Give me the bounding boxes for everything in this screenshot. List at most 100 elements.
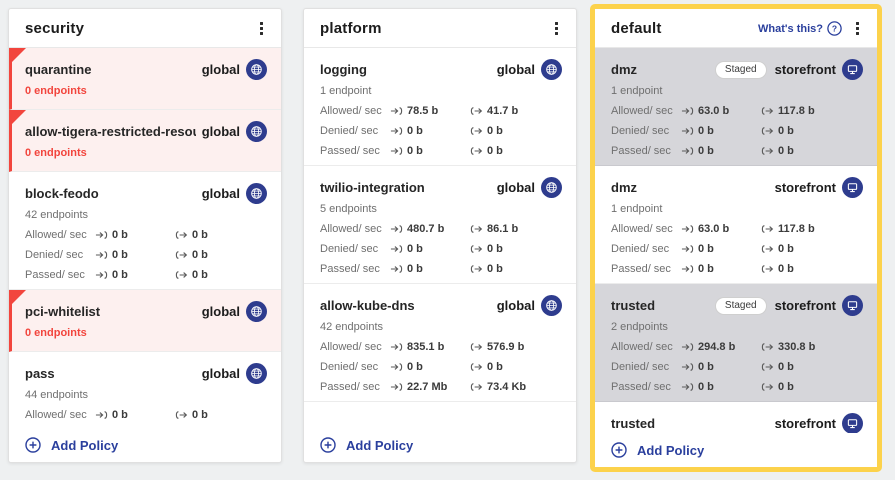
policy-card[interactable]: dmz storefront 1 endpoint Allowed/ sec 63.0 … [595, 166, 877, 284]
tier-card-list: logging global 1 endpoint Allowed/ sec 78.5 … [304, 48, 576, 428]
kebab-menu-icon[interactable] [852, 20, 863, 37]
outbound-arrow-icon [470, 147, 483, 155]
add-policy-button[interactable]: Add Policy [9, 428, 281, 462]
stat-inbound-value: 0 b [95, 269, 175, 281]
inbound-arrow-icon [390, 225, 403, 233]
policy-card[interactable]: trusted storefront [595, 402, 877, 433]
scope-label: global [201, 366, 240, 381]
stat-inbound-value: 0 b [681, 145, 761, 157]
scope-label: storefront [774, 62, 836, 77]
policy-card[interactable]: twilio-integration global 5 endpoints Allow… [304, 166, 576, 284]
inbound-arrow-icon [681, 127, 694, 135]
add-policy-label: Add Policy [637, 442, 705, 458]
stat-row: Allowed/ sec 63.0 b 117.8 b [611, 101, 863, 121]
policy-name: allow-tigera-restricted-resources [25, 124, 196, 139]
inbound-arrow-icon [390, 107, 403, 115]
stat-row: Allowed/ sec 835.1 b 576.9 b [320, 337, 562, 357]
scope-label: global [496, 298, 535, 313]
inbound-arrow-icon [681, 343, 694, 351]
policy-card[interactable]: allow-kube-dns global 42 endpoints Allowed/… [304, 284, 576, 402]
endpoints-count: 1 endpoint [320, 85, 372, 97]
add-policy-button[interactable]: Add Policy [304, 428, 576, 462]
outbound-arrow-icon [470, 107, 483, 115]
stat-inbound-value: 0 b [95, 409, 175, 421]
plus-circle-icon [611, 442, 627, 458]
endpoints-count: 1 endpoint [611, 203, 663, 215]
policy-card[interactable]: trusted Staged storefront 2 endpoints Allowe… [595, 284, 877, 402]
stat-outbound-value: 117.8 b [761, 105, 863, 117]
stat-label: Passed/ sec [320, 145, 380, 157]
outbound-arrow-icon [175, 251, 188, 259]
stat-outbound-value: 0 b [470, 125, 562, 137]
outbound-arrow-icon [761, 343, 774, 351]
tier-column-default: default What's this? ? dmz Staged storefro… [595, 9, 877, 467]
inbound-arrow-icon [390, 343, 403, 351]
policy-card[interactable]: dmz Staged storefront 1 endpoint Allowed/ se… [595, 48, 877, 166]
plus-circle-icon [320, 437, 336, 453]
kebab-menu-icon[interactable] [256, 20, 267, 37]
stat-inbound-value: 22.7 Mb [390, 381, 470, 393]
storefront-icon [842, 413, 863, 433]
scope-label: global [201, 186, 240, 201]
endpoints-count: 44 endpoints [25, 389, 88, 401]
globe-icon [246, 59, 267, 80]
inbound-arrow-icon [390, 127, 403, 135]
tier-column-security: security quarantine global 0 endpoints allo… [8, 8, 282, 463]
policy-name: pci-whitelist [25, 304, 101, 319]
stat-label: Denied/ sec [320, 361, 379, 373]
policy-name: logging [320, 62, 367, 77]
endpoints-count: 0 endpoints [25, 85, 87, 97]
stat-inbound-value: 0 b [681, 381, 761, 393]
whats-this-link[interactable]: What's this? ? [758, 21, 842, 36]
stat-label: Denied/ sec [25, 249, 84, 261]
stat-inbound-value: 63.0 b [681, 223, 761, 235]
stat-inbound-value: 0 b [390, 263, 470, 275]
endpoints-count: 5 endpoints [320, 203, 377, 215]
alert-corner-flag [12, 110, 26, 124]
help-circle-icon: ? [827, 21, 842, 36]
outbound-arrow-icon [175, 411, 188, 419]
kebab-menu-icon[interactable] [551, 20, 562, 37]
stat-label: Allowed/ sec [25, 229, 87, 241]
stat-label: Passed/ sec [320, 381, 380, 393]
inbound-arrow-icon [681, 245, 694, 253]
inbound-arrow-icon [95, 271, 108, 279]
staged-badge: Staged [714, 60, 767, 79]
stat-outbound-value: 0 b [470, 243, 562, 255]
inbound-arrow-icon [681, 383, 694, 391]
inbound-arrow-icon [390, 383, 403, 391]
policy-card[interactable]: pci-whitelist global 0 endpoints [9, 290, 281, 352]
inbound-arrow-icon [95, 251, 108, 259]
add-policy-button[interactable]: Add Policy [595, 433, 877, 467]
alert-corner-flag [12, 48, 26, 62]
policy-card[interactable]: allow-tigera-restricted-resources global 0… [9, 110, 281, 172]
policy-card[interactable]: logging global 1 endpoint Allowed/ sec 78.5 … [304, 48, 576, 166]
globe-icon [246, 363, 267, 384]
policy-name: allow-kube-dns [320, 298, 415, 313]
inbound-arrow-icon [681, 147, 694, 155]
policy-card[interactable]: quarantine global 0 endpoints [9, 48, 281, 110]
stat-outbound-value: 0 b [470, 263, 562, 275]
stat-label: Allowed/ sec [611, 223, 673, 235]
outbound-arrow-icon [175, 271, 188, 279]
stat-label: Passed/ sec [320, 263, 380, 275]
outbound-arrow-icon [761, 147, 774, 155]
inbound-arrow-icon [681, 107, 694, 115]
stat-label: Allowed/ sec [320, 105, 382, 117]
stat-outbound-value: 117.8 b [761, 223, 863, 235]
stat-label: Passed/ sec [25, 269, 85, 281]
stat-outbound-value: 0 b [761, 243, 863, 255]
endpoints-count: 42 endpoints [320, 321, 383, 333]
scope-label: global [201, 124, 240, 139]
policy-card[interactable]: block-feodo global 42 endpoints Allowed/ se… [9, 172, 281, 290]
inbound-arrow-icon [390, 265, 403, 273]
